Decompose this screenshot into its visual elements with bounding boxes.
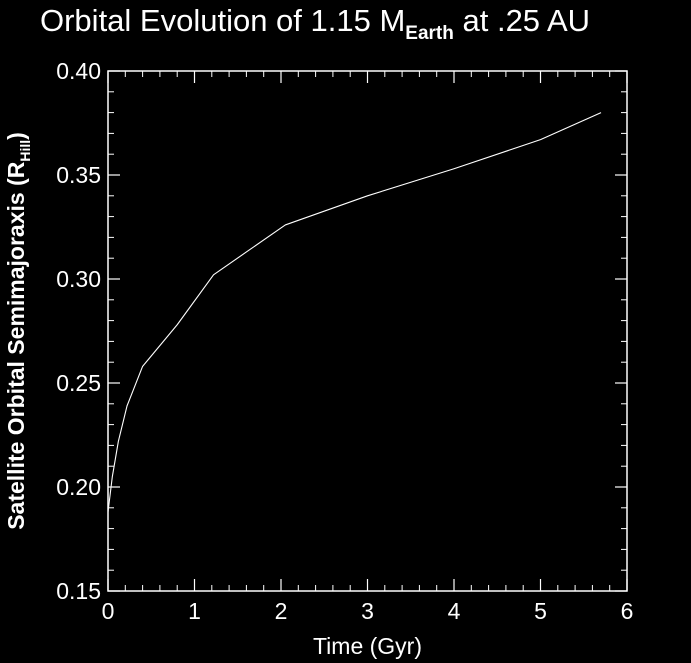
y-tick-label: 0.30	[56, 266, 101, 292]
x-tick-label: 3	[361, 598, 374, 624]
x-axis-label: Time (Gyr)	[313, 633, 422, 659]
y-tick-labels: 0.15 0.20 0.25 0.30 0.35 0.40	[56, 58, 101, 604]
x-tick-label: 2	[275, 598, 288, 624]
chart-title: Orbital Evolution of 1.15 MEarth at .25 …	[40, 3, 590, 44]
x-tick-label: 6	[621, 598, 634, 624]
y-axis-label-subscript: Hill	[17, 140, 33, 162]
y-tick-label: 0.35	[56, 162, 101, 188]
series-layer	[107, 112, 602, 513]
y-axis-label-main: Satellite Orbital Semimajoraxis (R	[3, 161, 29, 530]
x-tick-labels: 0 1 2 3 4 5 6	[102, 598, 634, 624]
y-axis-label: Satellite Orbital Semimajoraxis (RHill)	[3, 132, 33, 530]
x-tick-label: 4	[448, 598, 461, 624]
y-tick-label: 0.40	[56, 58, 101, 84]
x-tick-label: 5	[534, 598, 547, 624]
axis-ticks	[107, 70, 628, 592]
y-tick-label: 0.20	[56, 474, 101, 500]
series-line	[107, 112, 602, 513]
y-tick-label: 0.25	[56, 370, 101, 396]
x-tick-label: 1	[188, 598, 201, 624]
x-tick-label: 0	[102, 598, 115, 624]
y-tick-label: 0.15	[56, 578, 101, 604]
chart-title-subscript: Earth	[405, 23, 454, 44]
chart-title-suffix: at .25 AU	[454, 3, 590, 38]
chart-title-main: Orbital Evolution of 1.15 M	[40, 3, 405, 38]
y-axis-label-suffix: )	[3, 132, 29, 140]
plot-frame	[107, 70, 628, 592]
